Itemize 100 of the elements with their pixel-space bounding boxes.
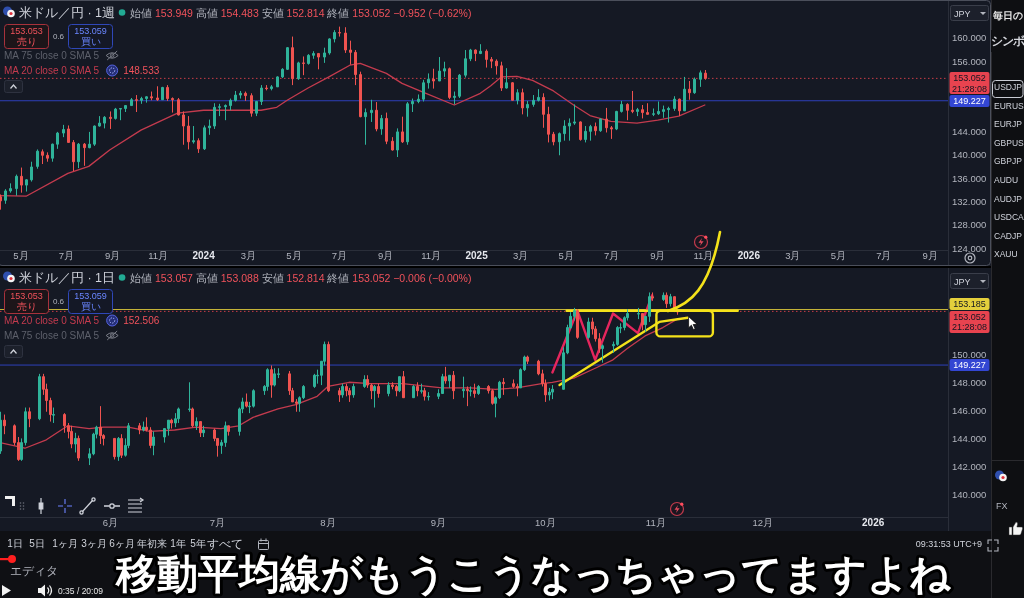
candlestick (20, 167, 23, 194)
candlestick (52, 407, 55, 424)
candlestick (652, 108, 655, 117)
candlestick (348, 387, 351, 403)
text: エディタ (10, 564, 58, 578)
candlestick (601, 343, 604, 364)
chart-title: 米ドル／円 · 1週 (19, 6, 116, 20)
text: 始値 153.057 高値 153.088 安値 152.814 終値 153.052 −0.006 (−0.00%) (130, 272, 472, 284)
candlestick (469, 385, 472, 397)
text: 始値 153.949 高値 154.483 安値 152.814 終値 153.052 −0.952 (−0.62%) (130, 7, 472, 19)
candlestick (187, 115, 190, 150)
candlestick (260, 84, 263, 106)
annotation: 148.533 (123, 65, 160, 76)
candlestick (174, 412, 177, 428)
candlestick (502, 377, 505, 396)
ref-line-label: 149.227 (953, 360, 986, 371)
candlestick (36, 148, 39, 170)
candlestick (109, 110, 112, 130)
candlestick (452, 370, 455, 400)
candlestick (669, 293, 672, 307)
annotation: 売り (16, 36, 37, 47)
sell-button: 153.053 売り (4, 289, 49, 314)
candlestick (537, 88, 540, 102)
text: 21:28:08 (951, 83, 988, 94)
candlestick (239, 90, 242, 100)
candlestick (245, 393, 248, 409)
candlestick (427, 72, 430, 90)
sell-button: 153.053 売り (4, 24, 49, 49)
candlestick (526, 355, 529, 365)
candlestick (152, 430, 155, 456)
candlestick (491, 388, 494, 406)
candlestick (255, 100, 258, 117)
candlestick (171, 96, 174, 114)
candlestick (469, 48, 472, 62)
candlestick (266, 367, 269, 392)
candlestick (344, 26, 347, 54)
annotation: 0.6 (52, 32, 65, 41)
candlestick (547, 106, 550, 143)
candlestick (391, 136, 394, 152)
x-tick-label: 7月 (331, 250, 348, 261)
candlestick (307, 53, 310, 66)
ref-line-label: 153.052 (953, 73, 986, 84)
candlestick (462, 376, 465, 399)
candlestick (516, 383, 519, 397)
candlestick (93, 124, 96, 147)
annotation: MA 75 close 0 SMA 5 (4, 50, 100, 61)
candlestick (142, 421, 145, 432)
candlestick (552, 131, 555, 146)
candlestick (229, 98, 232, 111)
x-tick-label: 9月 (377, 250, 394, 261)
candlestick (377, 383, 380, 399)
candlestick (120, 433, 123, 459)
chart-title: 米ドル／円 · 1日 (19, 271, 116, 285)
candlestick (444, 366, 447, 385)
candlestick (423, 387, 426, 402)
text: 0:35 / 20:09 (58, 586, 104, 596)
candlestick (98, 115, 101, 128)
candlestick (464, 49, 467, 79)
candlestick (605, 107, 608, 133)
text: AUDJP (994, 193, 1023, 204)
candlestick (579, 120, 582, 142)
candlestick (114, 107, 117, 121)
x-tick-label: 9月 (650, 250, 666, 261)
candlestick (422, 79, 425, 102)
candlestick (651, 291, 654, 302)
candlestick (673, 95, 676, 112)
candlestick (156, 85, 159, 102)
candlestick (119, 108, 122, 121)
text: CADJP (994, 230, 1023, 241)
x-tick-label: 2024 (192, 250, 216, 261)
candlestick (297, 61, 300, 81)
candlestick (587, 317, 590, 340)
candlestick (636, 107, 639, 117)
x-tick-label: 6月 (102, 517, 119, 528)
text: すべて (207, 538, 243, 551)
y-tick-label: 146.000 (952, 404, 987, 416)
x-tick-label: 12月 (752, 517, 773, 528)
candlestick (443, 61, 446, 78)
x-tick-label: 3月 (785, 250, 801, 261)
candlestick (0, 193, 2, 211)
candlestick (291, 36, 294, 86)
candlestick (641, 104, 644, 119)
candlestick (477, 384, 480, 396)
text: XAUU (994, 249, 1018, 260)
candlestick (495, 58, 498, 76)
candlestick (589, 124, 592, 142)
candlestick (28, 407, 31, 428)
candlestick (662, 291, 665, 302)
text: 年初来 (137, 538, 167, 549)
candlestick (4, 188, 7, 205)
candlestick (199, 421, 202, 438)
candlestick (620, 100, 623, 114)
candlestick (88, 131, 91, 149)
x-tick-label: 2026 (862, 517, 885, 528)
text: USDCA (994, 212, 1024, 223)
candlestick (276, 75, 279, 88)
x-tick-label: 11月 (148, 250, 169, 261)
y-tick-label: 148.000 (952, 376, 987, 388)
x-tick-label: 7月 (603, 250, 620, 261)
candlestick (250, 92, 253, 118)
